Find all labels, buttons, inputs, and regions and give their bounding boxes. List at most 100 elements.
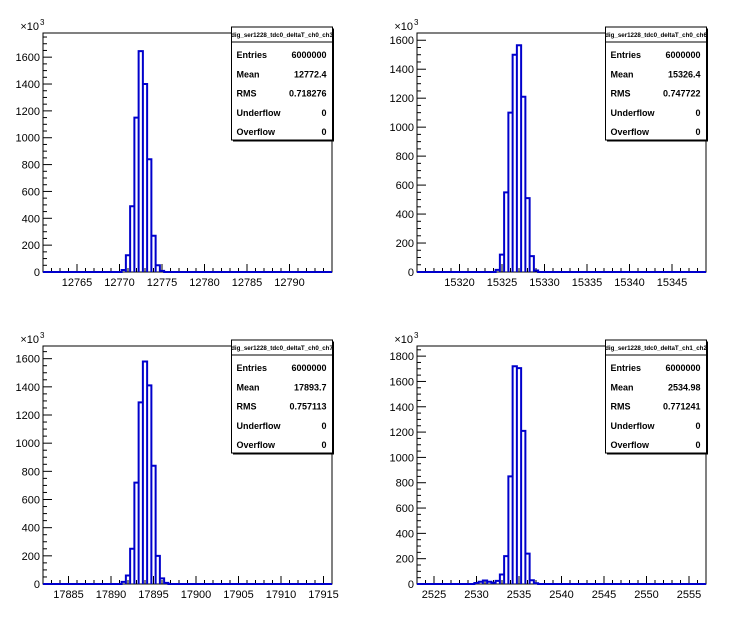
stats-label: Entries <box>611 363 642 373</box>
x-tick-label: 12790 <box>274 277 305 289</box>
stats-value: 2534.98 <box>668 382 701 392</box>
histogram-bin <box>479 582 483 584</box>
y-tick-label: 1600 <box>16 354 40 366</box>
histogram-bin <box>130 549 134 584</box>
y-tick-label: 800 <box>22 466 40 478</box>
x-tick-label: 17895 <box>138 589 169 601</box>
y-tick-label: 0 <box>408 267 414 279</box>
stats-value: 0.718276 <box>289 89 327 99</box>
stats-box-frame <box>605 339 707 454</box>
histogram-panel-2: 15320 15325 15330 15335 15340 15345 0 200 400 600… <box>390 18 708 289</box>
x-tick-label: 12775 <box>147 277 178 289</box>
x-tick-label: 15330 <box>529 277 560 289</box>
stats-value: 0 <box>695 108 700 118</box>
x-tick-label: 12770 <box>104 277 135 289</box>
y-exponent-label: ×10 <box>394 334 413 346</box>
x-tick-label: 15325 <box>487 277 518 289</box>
x-tick-label: 17885 <box>53 589 84 601</box>
histogram-bin <box>483 580 487 584</box>
x-tick-label: 2545 <box>592 589 616 601</box>
histogram-bin <box>139 402 143 584</box>
x-tick-label: 2555 <box>677 589 701 601</box>
stats-label: RMS <box>237 402 257 412</box>
stats-value: 0 <box>695 440 700 450</box>
stats-value: 0 <box>321 421 326 431</box>
y-tick-label: 1000 <box>390 452 414 464</box>
stats-label: RMS <box>611 89 631 99</box>
stats-value: 0.771241 <box>663 402 701 412</box>
histogram-bin <box>504 192 508 272</box>
stats-box: dig_ser1228_tdc0_deltaT_ch1_ch2 Entries 60… <box>605 339 708 455</box>
stats-value: 15326.4 <box>668 69 701 79</box>
stats-box-frame <box>231 339 333 454</box>
y-tick-label: 200 <box>396 554 414 566</box>
y-tick-label: 1400 <box>390 64 414 76</box>
x-tick-label: 2540 <box>549 589 573 601</box>
stats-label: Entries <box>611 50 642 60</box>
stats-value: 17893.7 <box>294 382 327 392</box>
stats-label: Overflow <box>237 127 277 137</box>
y-tick-label: 600 <box>22 186 40 198</box>
stats-label: Mean <box>611 69 634 79</box>
stats-box: dig_ser1228_tdc0_deltaT_ch0_ch6 Entries 60… <box>605 26 708 142</box>
histogram-bin <box>126 576 130 584</box>
histogram-bin <box>513 366 517 584</box>
histogram-bin <box>147 159 151 272</box>
histogram-bin <box>156 265 160 272</box>
stats-box-title: dig_ser1228_tdc0_deltaT_ch0_ch7 <box>231 345 333 352</box>
stats-value: 0 <box>321 108 326 118</box>
stats-box-frame <box>605 26 707 141</box>
histogram-series <box>43 360 332 585</box>
stats-label: Underflow <box>611 108 656 118</box>
histogram-bin <box>491 583 495 584</box>
y-tick-label: 0 <box>34 579 40 591</box>
stats-label: Overflow <box>611 440 651 450</box>
x-tick-label: 17905 <box>223 589 254 601</box>
histogram-bin <box>474 583 478 584</box>
y-exponent-power: 3 <box>414 18 419 27</box>
y-tick-label: 200 <box>22 240 40 252</box>
y-exponent-power: 3 <box>40 331 45 340</box>
x-tick-label: 15340 <box>614 277 645 289</box>
y-tick-label: 1600 <box>16 52 40 64</box>
histogram-bin <box>151 236 155 272</box>
histogram-bin <box>534 271 538 272</box>
histogram-bin <box>130 206 134 272</box>
y-tick-label: 1000 <box>390 122 414 134</box>
y-tick-label: 1200 <box>390 427 414 439</box>
histogram-bin <box>151 466 155 584</box>
x-tick-label: 15320 <box>444 277 475 289</box>
histogram-series <box>417 44 706 273</box>
histogram-bin <box>160 578 164 584</box>
histogram-bin <box>134 118 138 272</box>
histogram-bin <box>513 55 517 272</box>
y-tick-label: 800 <box>396 478 414 490</box>
histogram-bin <box>122 582 126 584</box>
histogram-panel-4: 2525 2530 2535 2540 2545 2550 2555 0 200 400 600 80… <box>390 331 708 601</box>
y-tick-label: 400 <box>22 213 40 225</box>
stats-label: Underflow <box>237 421 282 431</box>
stats-label: Entries <box>237 50 268 60</box>
x-tick-label: 15345 <box>657 277 688 289</box>
histogram-bin <box>496 270 500 272</box>
y-tick-label: 1200 <box>390 93 414 105</box>
stats-label: RMS <box>611 402 631 412</box>
x-tick-label: 2535 <box>507 589 531 601</box>
y-exponent-label: ×10 <box>20 334 39 346</box>
histogram-bin <box>521 97 525 272</box>
histogram-bin <box>156 556 160 584</box>
y-tick-label: 400 <box>396 528 414 540</box>
y-tick-label: 800 <box>396 151 414 163</box>
histogram-bin <box>530 256 534 272</box>
x-tick-label: 17915 <box>308 589 339 601</box>
y-tick-label: 0 <box>408 579 414 591</box>
stats-box-title: dig_ser1228_tdc0_deltaT_ch0_ch3 <box>231 32 333 39</box>
stats-label: RMS <box>237 89 257 99</box>
y-tick-label: 1400 <box>390 402 414 414</box>
stats-value: 0 <box>321 440 326 450</box>
x-tick-label: 2550 <box>634 589 658 601</box>
stats-value: 0.757113 <box>289 402 326 412</box>
stats-box-frame <box>231 26 333 141</box>
y-tick-label: 600 <box>22 495 40 507</box>
